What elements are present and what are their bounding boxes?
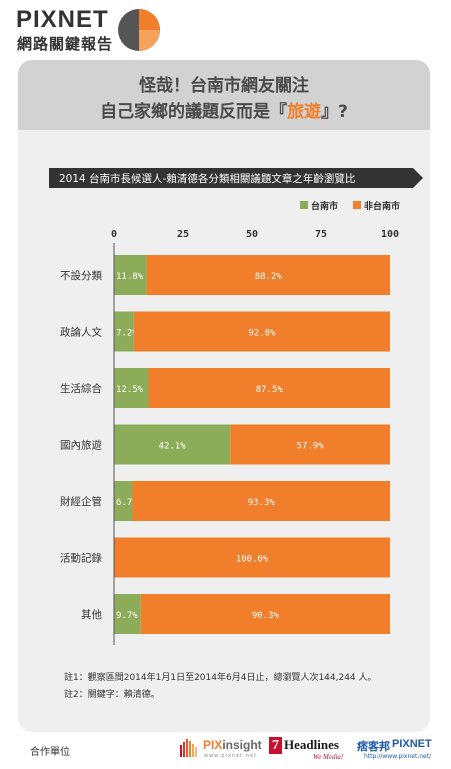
category-label: 其他	[81, 608, 102, 621]
category-label: 活動記錄	[60, 552, 102, 565]
data-label: 9.7%	[116, 611, 138, 621]
data-label: 7.2%	[116, 329, 138, 339]
footnote-1: 註1：觀察區間2014年1月1日至2014年6月4日止，總瀏覽人次144,244…	[64, 673, 377, 683]
legend-swatch-1	[353, 201, 361, 209]
bar-segment-1	[148, 368, 390, 408]
x-tick-label: 50	[246, 229, 258, 240]
x-tick-label: 0	[111, 229, 117, 240]
footnote-2: 註2：關鍵字：賴清德。	[64, 690, 160, 700]
headline-line-2-suffix: 』?	[321, 102, 348, 122]
data-label: 57.9%	[297, 442, 325, 452]
data-label: 6.7%	[116, 498, 138, 508]
bar-segment-0	[114, 368, 149, 408]
category-label: 不設分類	[60, 269, 102, 282]
headline-accent: 旅遊	[287, 102, 322, 122]
pixinsight-logo-icon	[180, 739, 197, 757]
bar-segment-0	[114, 594, 141, 634]
x-tick-label: 25	[177, 229, 189, 240]
bar-segment-0	[114, 424, 231, 465]
headline-line-2: 自己家鄉的議題反而是『旅遊』?	[18, 97, 430, 122]
data-label: 42.1%	[159, 442, 187, 452]
data-label: 11.8%	[116, 272, 144, 282]
headlines-tagline: We Media!	[313, 753, 344, 761]
bar-segment-1	[230, 424, 390, 465]
legend-swatch-0	[300, 201, 308, 209]
x-tick-label: 100	[381, 229, 399, 240]
bar-segment-0	[114, 311, 134, 352]
bar-segment-1	[146, 255, 390, 295]
header: PIXNET 網路關鍵報告	[0, 0, 451, 58]
data-label: 88.2%	[255, 272, 283, 282]
pixnet-english-name: PIXNET	[392, 738, 432, 750]
bar-segment-1	[133, 311, 390, 352]
x-tick-label: 75	[315, 229, 327, 240]
headline-line-1: 怪哉！台南市網友關注	[139, 76, 309, 96]
pie-logo-icon	[118, 9, 160, 51]
category-label: 國內旅遊	[60, 439, 102, 452]
headlines-name: Headlines	[284, 737, 339, 752]
pixinsight-name-a: PIX	[203, 738, 223, 752]
data-label: 87.5%	[256, 385, 284, 395]
bar-segment-0	[114, 481, 133, 521]
data-label: 93.3%	[248, 498, 276, 508]
pixnet-chinese-name: 痞客邦	[357, 740, 390, 753]
bar-segment-1	[114, 537, 390, 578]
headlines-logo-icon: 7	[269, 737, 282, 754]
pixinsight-name: PIXinsight	[203, 738, 262, 752]
bar-segment-0	[114, 255, 147, 295]
category-label: 政論人文	[60, 326, 102, 339]
brand-subtitle: 網路關鍵報告	[17, 35, 114, 53]
category-label: 財經企管	[60, 495, 102, 508]
footer: 合作單位 PIXinsight www.pixnet.net 7 Headlin…	[0, 733, 451, 769]
pixinsight-name-b: insight	[222, 738, 262, 752]
category-label: 生活綜合	[60, 382, 102, 395]
pixnet-url: http://www.pixnet.net/	[364, 753, 432, 760]
chart-title-bar: 2014 台南市長候選人-賴清德各分類相關議題文章之年齡瀏覽比	[49, 168, 423, 188]
bar-segment-1	[140, 594, 390, 634]
headline-banner: 怪哉！台南市網友關注 自己家鄉的議題反而是『旅遊』?	[18, 60, 430, 130]
headline-line-2-prefix: 自己家鄉的議題反而是『	[100, 102, 288, 122]
stacked-bar-chart: 台南市 非台南市 0 25 50 75 100 不設分類 11.8% 88.2% 政論人文 7.2% 9…	[60, 200, 400, 645]
data-label: 12.5%	[116, 385, 144, 395]
chart-title: 2014 台南市長候選人-賴清德各分類相關議題文章之年齡瀏覽比	[59, 173, 356, 185]
bar-segment-1	[132, 481, 390, 521]
data-label: 92.8%	[248, 329, 276, 339]
pixinsight-url: www.pixnet.net	[204, 753, 257, 759]
data-label: 100.0%	[236, 555, 269, 565]
brand-title: PIXNET	[16, 6, 109, 33]
legend-label-0: 台南市	[311, 200, 338, 212]
legend-label-1: 非台南市	[364, 200, 400, 212]
data-label: 90.3%	[252, 611, 280, 621]
partner-label: 合作單位	[30, 747, 70, 758]
